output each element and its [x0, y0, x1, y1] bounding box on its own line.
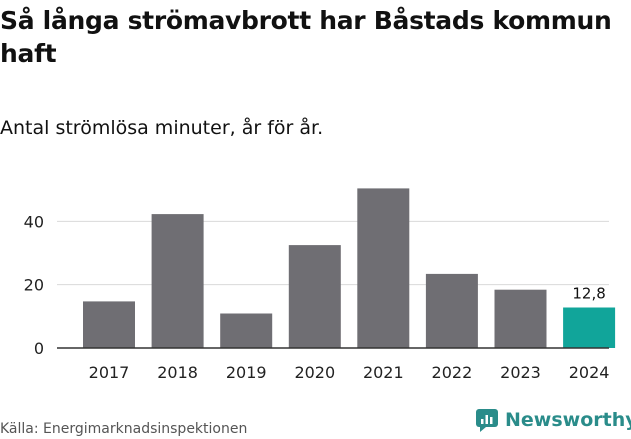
bar-2020	[288, 245, 341, 348]
bar-2023	[494, 289, 547, 348]
x-tick-label-2021: 2021	[363, 363, 404, 382]
x-tick-label-2024: 2024	[569, 363, 610, 382]
data-label-2024: 12,8	[572, 285, 605, 303]
chart-title: Så långa strömavbrott har Båstads kommun…	[0, 6, 612, 68]
x-tick-label-2023: 2023	[500, 363, 541, 382]
newsworthy-chart-icon	[476, 409, 498, 432]
bar-chart: 0 20 40 2017 2018 2019 2020 2021 2022 2023 2024 12,…	[24, 188, 616, 382]
bar-2017	[83, 301, 135, 348]
y-tick-label-0: 0	[34, 339, 44, 358]
y-tick-label-20: 20	[24, 276, 44, 295]
x-tick-label-2020: 2020	[294, 363, 335, 382]
bar-2024	[563, 307, 616, 348]
x-tick-label-2022: 2022	[432, 363, 473, 382]
bar-2022	[425, 273, 478, 348]
newsworthy-logo: Newsworthy	[475, 408, 631, 432]
x-tick-label-2018: 2018	[157, 363, 198, 382]
bar-2018	[151, 214, 204, 348]
source-note: Källa: Energimarknadsinspektionen	[0, 421, 248, 437]
bar-2021	[357, 188, 410, 348]
y-tick-label-40: 40	[24, 212, 44, 231]
bar-2019	[220, 313, 273, 348]
x-tick-label-2019: 2019	[226, 363, 267, 382]
x-tick-label-2017: 2017	[89, 363, 130, 382]
chart-subtitle: Antal strömlösa minuter, år för år.	[0, 117, 324, 139]
brand-name: Newsworthy	[505, 409, 631, 431]
